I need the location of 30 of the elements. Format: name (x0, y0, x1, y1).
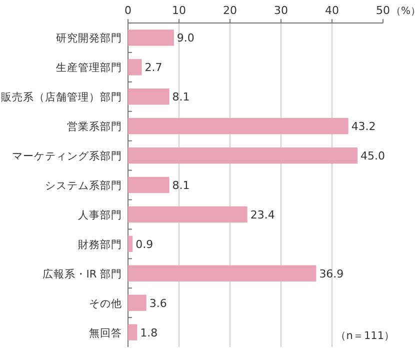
data-label: 0.9 (136, 238, 154, 251)
x-tick-label: 0 (124, 4, 132, 17)
y-tick-label: 無回答 (89, 327, 122, 340)
y-tick-label: 生産管理部門 (56, 61, 122, 74)
data-label: 3.6 (149, 296, 167, 310)
data-label: 1.8 (140, 326, 158, 340)
data-label: 8.1 (172, 90, 190, 104)
data-label: 23.4 (250, 208, 275, 222)
data-label: 9.0 (176, 32, 194, 45)
data-label: 43.2 (351, 120, 376, 134)
data-label: 2.7 (144, 61, 162, 74)
y-tick-label: 財務部門 (78, 238, 122, 251)
x-tick-label: 50 (376, 4, 390, 17)
y-tick-label: その他 (89, 298, 122, 310)
x-tick-label: 40 (325, 4, 339, 17)
annotation: （n＝111） (335, 330, 395, 342)
data-label: 8.1 (172, 179, 190, 192)
y-tick-label: 人事部門 (78, 208, 122, 222)
y-tick-label: 研究開発部門 (56, 32, 122, 45)
y-tick-label: マーケティング系部門 (12, 150, 122, 163)
y-tick-label: 販売系（店舗管理）部門 (1, 90, 122, 104)
data-label: 36.9 (319, 267, 344, 280)
x-tick-label: 20 (223, 4, 237, 17)
data-label: 45.0 (360, 150, 385, 163)
y-tick-label: 営業系部門 (67, 120, 122, 134)
y-tick-label: システム系部門 (45, 179, 122, 192)
x-tick-label: 10 (172, 4, 186, 17)
x-axis-title: （%） (391, 6, 415, 17)
x-tick-label: 30 (274, 4, 288, 17)
y-tick-label: 広報系・IR 部門 (42, 267, 122, 280)
